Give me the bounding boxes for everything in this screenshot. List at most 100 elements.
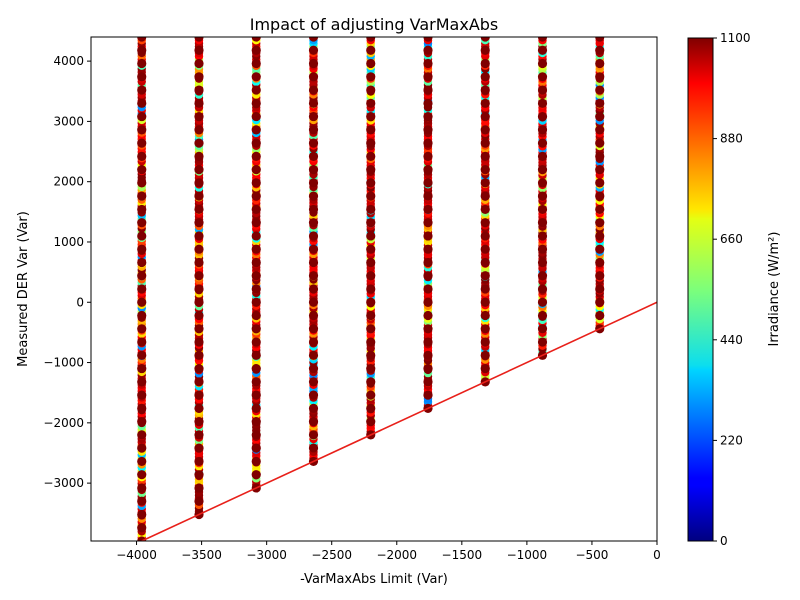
scatter-point: [366, 390, 376, 400]
scatter-point: [194, 37, 204, 42]
scatter-point: [595, 72, 605, 82]
scatter-point: [251, 165, 261, 175]
scatter-point: [308, 244, 319, 254]
colorbar: [687, 37, 714, 542]
scatter-point: [308, 125, 319, 135]
scatter-point: [137, 58, 147, 69]
scatter-point: [480, 231, 490, 241]
scatter-point: [194, 72, 204, 82]
y-axis-label: Measured DER Var (Var): [16, 211, 31, 367]
scatter-point: [251, 204, 261, 215]
scatter-point: [480, 72, 490, 82]
scatter-point: [423, 45, 433, 55]
scatter-point: [595, 271, 605, 281]
scatter-point: [137, 72, 147, 82]
scatter-point: [251, 85, 261, 95]
scatter-point: [366, 377, 376, 387]
scatter-point: [537, 58, 548, 69]
scatter-point: [537, 98, 548, 108]
scatter-point: [251, 72, 261, 82]
scatter-point: [251, 191, 261, 201]
scatter-point: [251, 58, 261, 69]
scatter-point: [423, 257, 433, 268]
scatter-column: [480, 37, 490, 387]
scatter-point: [251, 271, 261, 281]
y-tick-label: 2000: [53, 175, 84, 189]
scatter-point: [423, 37, 433, 42]
scatter-point: [423, 337, 433, 347]
scatter-point: [251, 138, 261, 148]
scatter-point: [595, 37, 605, 42]
scatter-point: [194, 417, 204, 427]
scatter-point: [308, 111, 319, 122]
scatter-point: [308, 271, 319, 281]
scatter-column: [366, 37, 376, 440]
scatter-point: [423, 350, 433, 360]
x-tick-label: −1000: [507, 548, 548, 562]
scatter-point: [537, 138, 548, 148]
scatter-point: [137, 523, 147, 533]
scatter-point: [137, 85, 147, 95]
x-tick-label: −2000: [376, 548, 417, 562]
scatter-point: [423, 377, 433, 387]
scatter-point: [137, 45, 147, 55]
scatter-point: [366, 324, 376, 334]
scatter-point: [537, 310, 548, 321]
scatter-point: [194, 456, 204, 467]
scatter-point: [480, 297, 490, 307]
scatter-point: [366, 403, 376, 413]
scatter-point: [423, 125, 433, 135]
scatter-point: [137, 204, 147, 215]
scatter-point: [366, 165, 376, 175]
scatter-point: [537, 72, 548, 82]
scatter-point: [251, 178, 261, 188]
scatter-point: [480, 85, 490, 95]
scatter-column: [308, 37, 319, 467]
scatter-point: [480, 125, 490, 135]
scatter-point: [537, 85, 548, 95]
scatter-point: [480, 350, 490, 360]
scatter-point: [194, 218, 204, 228]
scatter-point: [251, 231, 261, 241]
scatter-point: [251, 470, 261, 480]
scatter-point: [480, 324, 490, 334]
scatter-point: [137, 271, 147, 281]
scatter-point: [251, 257, 261, 268]
scatter-point: [194, 138, 204, 148]
scatter-point: [366, 151, 376, 161]
scatter-point: [137, 350, 147, 360]
scatter-point: [537, 45, 548, 55]
scatter-point: [137, 390, 147, 400]
scatter-point: [194, 350, 204, 360]
scatter-point: [480, 271, 490, 281]
scatter-point: [194, 178, 204, 188]
scatter-point: [308, 165, 319, 175]
scatter-point: [308, 151, 319, 161]
scatter-point: [251, 98, 261, 108]
scatter-column: [194, 37, 204, 520]
scatter-point: [595, 98, 605, 108]
scatter-point: [308, 430, 319, 440]
scatter-point: [194, 191, 204, 201]
scatter-point: [480, 218, 490, 228]
scatter-point: [537, 231, 548, 241]
scatter-point: [366, 72, 376, 82]
scatter-point: [537, 271, 548, 281]
y-tick-label: 3000: [53, 114, 84, 128]
scatter-column: [537, 37, 548, 360]
scatter-point: [194, 244, 204, 254]
scatter-point: [308, 324, 319, 334]
scatter-point: [308, 403, 319, 413]
scatter-point: [194, 45, 204, 55]
y-tick-label: 1000: [53, 235, 84, 249]
scatter-point: [251, 218, 261, 228]
scatter-point: [308, 337, 319, 347]
scatter-point: [480, 178, 490, 188]
scatter-point: [366, 231, 376, 241]
scatter-point: [480, 37, 490, 42]
scatter-point: [423, 284, 433, 294]
scatter-point: [194, 430, 204, 440]
colorbar-label: Irradiance (W/m²): [767, 232, 782, 347]
scatter-point: [480, 257, 490, 268]
reference-line: [141, 301, 657, 541]
